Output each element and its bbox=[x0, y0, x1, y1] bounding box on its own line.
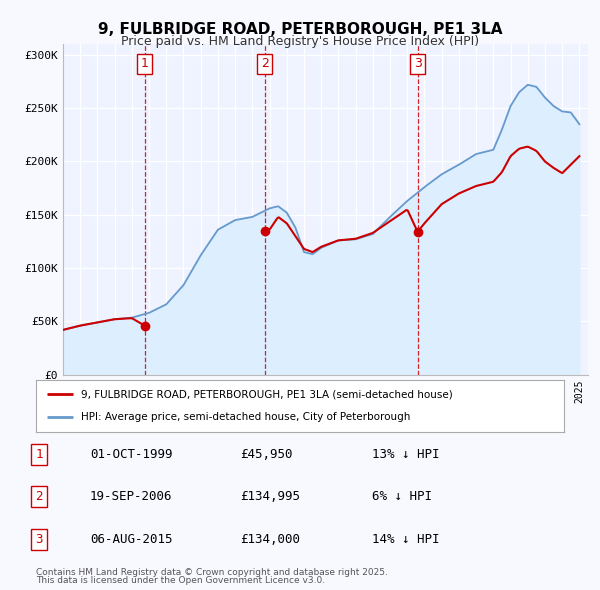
Text: 9, FULBRIDGE ROAD, PETERBOROUGH, PE1 3LA: 9, FULBRIDGE ROAD, PETERBOROUGH, PE1 3LA bbox=[98, 22, 502, 37]
Text: £134,995: £134,995 bbox=[240, 490, 300, 503]
Text: 13% ↓ HPI: 13% ↓ HPI bbox=[372, 448, 439, 461]
Text: 19-SEP-2006: 19-SEP-2006 bbox=[90, 490, 173, 503]
Text: 2: 2 bbox=[261, 57, 269, 70]
Text: 01-OCT-1999: 01-OCT-1999 bbox=[90, 448, 173, 461]
Text: 06-AUG-2015: 06-AUG-2015 bbox=[90, 533, 173, 546]
Text: Price paid vs. HM Land Registry's House Price Index (HPI): Price paid vs. HM Land Registry's House … bbox=[121, 35, 479, 48]
Text: 6% ↓ HPI: 6% ↓ HPI bbox=[372, 490, 432, 503]
Text: This data is licensed under the Open Government Licence v3.0.: This data is licensed under the Open Gov… bbox=[36, 576, 325, 585]
Text: 3: 3 bbox=[35, 533, 43, 546]
Text: 1: 1 bbox=[141, 57, 149, 70]
Text: 3: 3 bbox=[413, 57, 422, 70]
Text: £45,950: £45,950 bbox=[240, 448, 293, 461]
Text: 2: 2 bbox=[35, 490, 43, 503]
Text: £134,000: £134,000 bbox=[240, 533, 300, 546]
Text: 9, FULBRIDGE ROAD, PETERBOROUGH, PE1 3LA (semi-detached house): 9, FULBRIDGE ROAD, PETERBOROUGH, PE1 3LA… bbox=[81, 389, 452, 399]
Text: 14% ↓ HPI: 14% ↓ HPI bbox=[372, 533, 439, 546]
Text: 1: 1 bbox=[35, 448, 43, 461]
Text: Contains HM Land Registry data © Crown copyright and database right 2025.: Contains HM Land Registry data © Crown c… bbox=[36, 568, 388, 577]
Text: HPI: Average price, semi-detached house, City of Peterborough: HPI: Average price, semi-detached house,… bbox=[81, 412, 410, 422]
